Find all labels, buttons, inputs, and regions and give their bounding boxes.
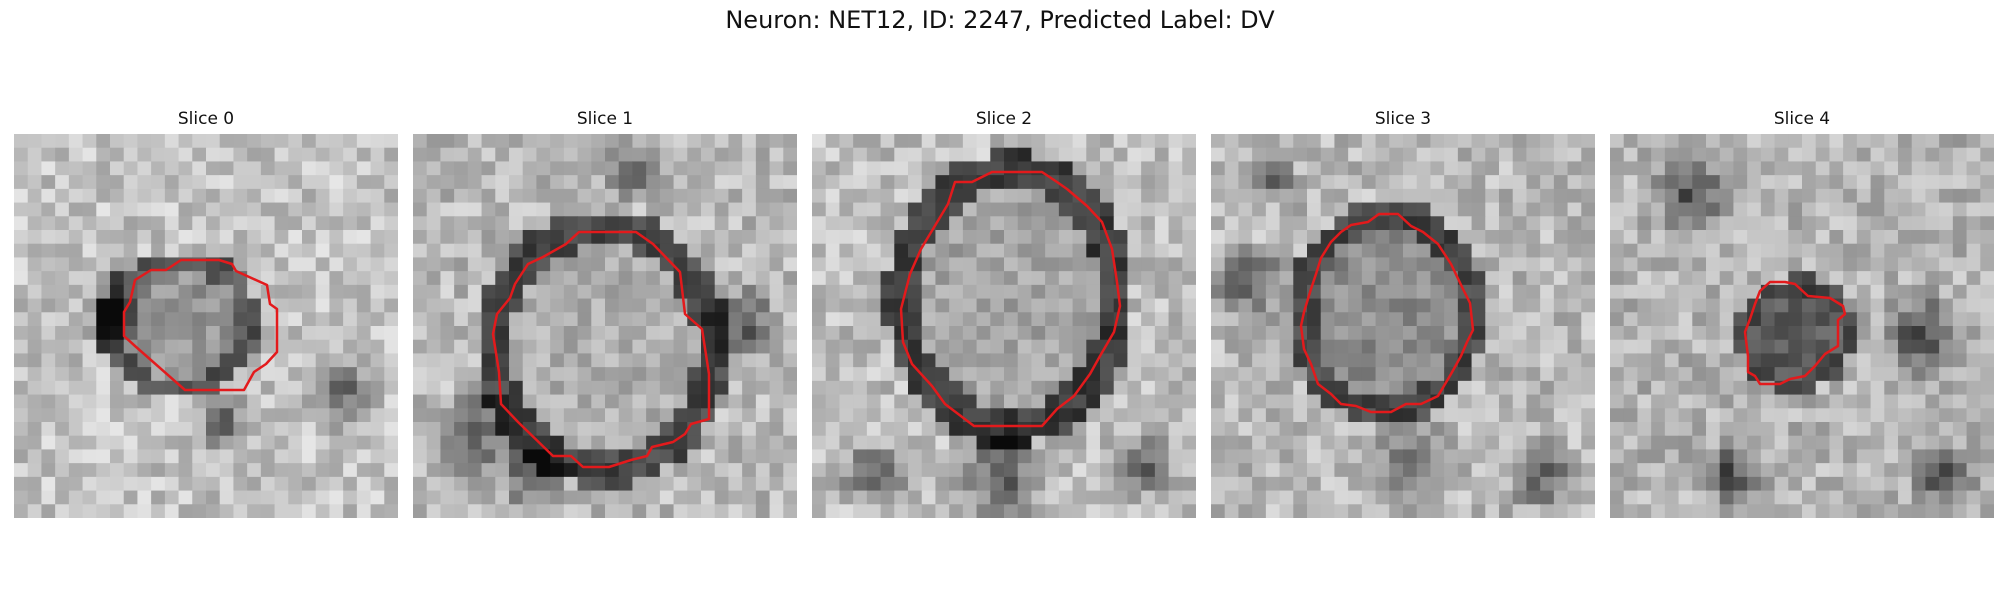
slice-panel-3: Slice 3 [1211, 108, 1595, 518]
cell-contour-3 [1299, 212, 1475, 414]
grayscale-image-3 [1211, 134, 1595, 518]
figure-title: Neuron: NET12, ID: 2247, Predicted Label… [725, 6, 1275, 34]
slice-title-2: Slice 2 [975, 109, 1033, 129]
slice-panel-0: Slice 0 [14, 108, 398, 518]
slice-panel-4: Slice 4 [1610, 108, 1994, 518]
slice-image-0 [14, 134, 398, 518]
slice-image-2 [812, 134, 1196, 518]
grayscale-image-4 [1610, 134, 1994, 518]
slice-panel-1: Slice 1 [413, 108, 797, 518]
slice-image-4 [1610, 134, 1994, 518]
cell-contour-0 [122, 258, 279, 392]
slice-title-4: Slice 4 [1773, 109, 1831, 129]
slice-image-3 [1211, 134, 1595, 518]
slice-title-0: Slice 0 [177, 109, 235, 129]
slice-panel-2: Slice 2 [812, 108, 1196, 518]
cell-contour-2 [899, 170, 1122, 428]
grayscale-image-0 [14, 134, 398, 518]
cell-contour-4 [1743, 280, 1847, 386]
grayscale-image-2 [812, 134, 1196, 518]
slice-title-1: Slice 1 [576, 109, 634, 129]
slice-title-3: Slice 3 [1374, 109, 1432, 129]
slice-image-1 [413, 134, 797, 518]
cell-contour-1 [491, 230, 711, 469]
grayscale-image-1 [413, 134, 797, 518]
